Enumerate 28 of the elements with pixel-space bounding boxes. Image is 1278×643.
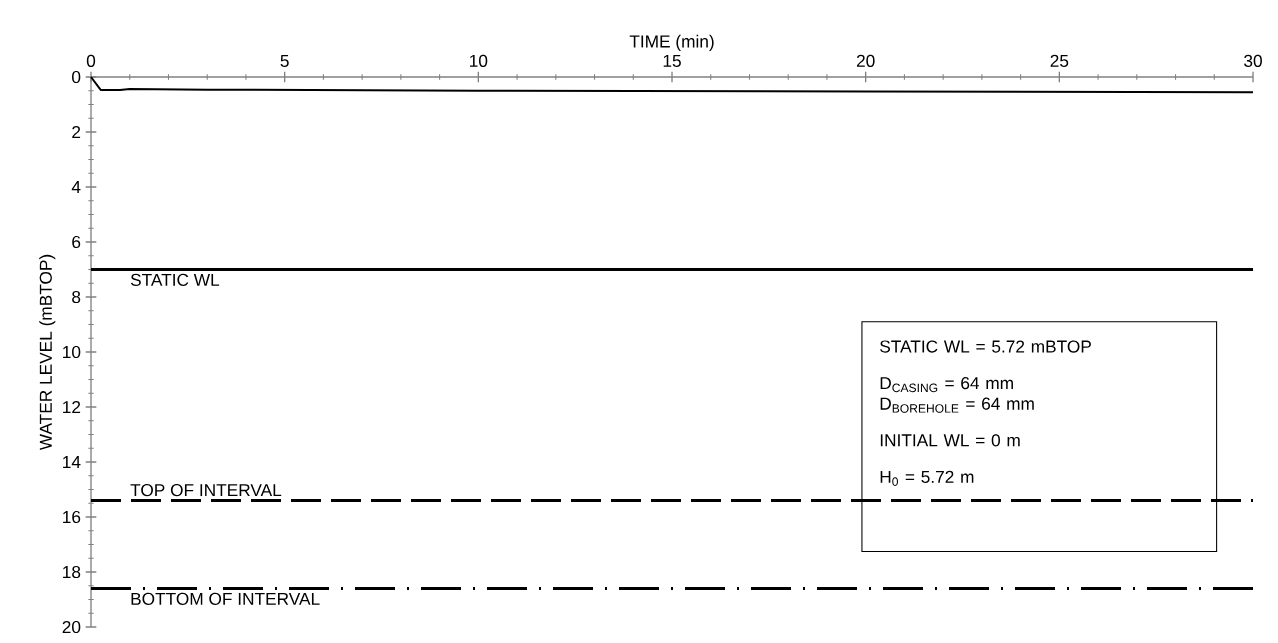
y-tick-label: 16	[63, 510, 81, 524]
y-tick-label: 0	[72, 70, 81, 84]
x-tick-label: 0	[86, 54, 96, 67]
y-tick-label: 2	[72, 125, 81, 139]
ref-line-label: BOTTOM OF INTERVAL	[131, 592, 320, 605]
x-tick-label: 30	[1244, 54, 1262, 67]
y-tick-label: 18	[63, 565, 81, 579]
x-axis-title: TIME (min)	[629, 34, 714, 51]
y-tick-label: 8	[72, 290, 81, 304]
y-tick-label: 6	[72, 235, 81, 249]
annotation: H$_{0}$ = 5.72 m	[880, 470, 974, 486]
annotation: D$_{BOREHOLE}$ = 64 mm	[880, 397, 1034, 413]
annotation: INITIAL WL = 0 m	[880, 434, 1020, 447]
y-tick-label: 14	[63, 456, 81, 468]
annotation: D$_{CASING}$ = 64 mm	[880, 376, 1013, 393]
x-tick-label: 25	[1050, 54, 1069, 67]
x-tick-label: 5	[280, 54, 289, 67]
ref-line-label: STATIC WL	[130, 273, 220, 286]
y-tick-label: 10	[63, 345, 81, 359]
x-tick-label: 15	[663, 54, 681, 67]
annotation: STATIC WL = 5.72 mBTOP	[880, 340, 1091, 353]
x-tick-label: 20	[856, 54, 875, 67]
y-tick-label: 4	[71, 181, 81, 193]
ref-line-label: TOP OF INTERVAL	[130, 484, 282, 497]
x-tick-label: 10	[470, 54, 488, 67]
y-tick-label: 12	[63, 400, 81, 414]
y-axis-title: WATER LEVEL (mBTOP)	[39, 254, 56, 451]
y-tick-label: 20	[62, 620, 81, 634]
